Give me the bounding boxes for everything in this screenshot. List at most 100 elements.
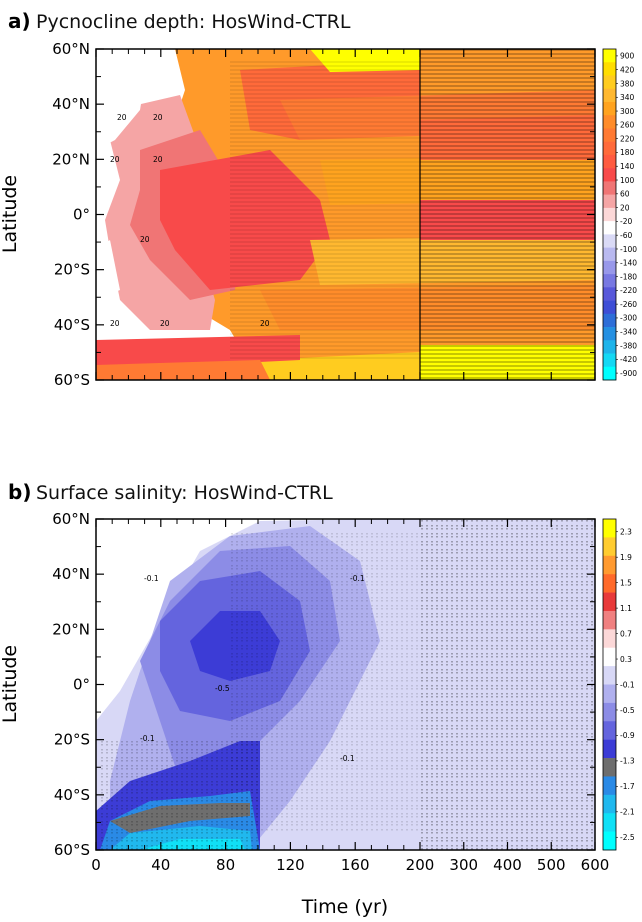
colorbar-frame bbox=[602, 48, 617, 381]
colorbar-label: -0.1 bbox=[620, 680, 635, 689]
x-tick-label: 600 bbox=[581, 856, 610, 874]
colorbar-label: 260 bbox=[620, 121, 635, 130]
colorbar-swatch bbox=[603, 247, 616, 262]
x-tick-label: 160 bbox=[341, 856, 370, 874]
contour-label: 20 bbox=[160, 319, 170, 328]
colorbar-label: -220 bbox=[620, 286, 637, 295]
colorbar-swatch bbox=[603, 758, 616, 777]
colorbar-label: 100 bbox=[620, 176, 635, 185]
colorbar-swatch bbox=[603, 194, 616, 209]
colorbar-label: -0.5 bbox=[620, 706, 635, 715]
colorbar-swatch bbox=[603, 313, 616, 328]
colorbar-swatch bbox=[603, 62, 616, 76]
colorbar-label: 1.1 bbox=[620, 604, 632, 613]
colorbar-swatch bbox=[603, 115, 616, 129]
x-tick-label: 120 bbox=[276, 856, 305, 874]
colorbar-label: -60 bbox=[620, 231, 632, 240]
colorbar-swatch bbox=[603, 739, 616, 759]
colorbar-swatch bbox=[603, 813, 616, 832]
colorbar-swatch bbox=[603, 794, 616, 814]
colorbar-label: -420 bbox=[620, 355, 637, 364]
y-tick-label: 40°S bbox=[54, 316, 90, 334]
colorbar-swatch bbox=[603, 647, 616, 667]
colorbar-swatch bbox=[603, 555, 616, 575]
colorbar-label: -900 bbox=[620, 369, 637, 378]
panel-a: a) Pycnocline depth: HosWind-CTRL bbox=[0, 9, 637, 389]
colorbar-label: 420 bbox=[620, 65, 635, 74]
y-tick-label: 0° bbox=[73, 206, 90, 224]
colorbar-label: 0.7 bbox=[620, 629, 632, 638]
colorbar-swatch bbox=[603, 128, 616, 142]
y-tick-label: 20°S bbox=[54, 261, 90, 279]
colorbar-label: 300 bbox=[620, 107, 635, 116]
contour-label: 20 bbox=[117, 113, 127, 122]
colorbar-label: -100 bbox=[620, 245, 637, 254]
colorbar-label: -20 bbox=[620, 217, 632, 226]
contour-label: -0.5 bbox=[215, 684, 230, 693]
y-tick-label: 0° bbox=[73, 676, 90, 694]
colorbar-swatch bbox=[603, 366, 616, 381]
colorbar-swatch bbox=[603, 684, 616, 704]
colorbar-swatch bbox=[603, 75, 616, 90]
colorbar-swatch bbox=[603, 592, 616, 612]
panel-a-y-axis: 60°N 40°N 20°N 0° 20°S 40°S 60°S bbox=[52, 40, 595, 389]
colorbar-swatch bbox=[603, 327, 616, 341]
colorbar-label: -1.7 bbox=[620, 782, 635, 791]
colorbar-label: 220 bbox=[620, 134, 635, 143]
colorbar-swatch bbox=[603, 274, 616, 288]
y-tick-label: 60°N bbox=[52, 40, 90, 58]
contour-label: -0.1 bbox=[140, 734, 155, 743]
colorbar-label: 380 bbox=[620, 79, 635, 88]
panel-b-ylabel: Latitude bbox=[0, 645, 21, 723]
colorbar-label: 0.3 bbox=[620, 655, 632, 664]
colorbar-label: 340 bbox=[620, 93, 635, 102]
colorbar-swatch bbox=[603, 287, 616, 301]
colorbar-swatch bbox=[603, 88, 616, 103]
colorbar-label: 140 bbox=[620, 162, 635, 171]
y-tick-label: 40°S bbox=[54, 786, 90, 804]
colorbar-label: -380 bbox=[620, 341, 637, 350]
x-tick-label: 500 bbox=[537, 856, 566, 874]
x-tick-label: 200 bbox=[406, 856, 435, 874]
colorbar-label: 1.9 bbox=[620, 553, 632, 562]
colorbar-swatch bbox=[603, 340, 616, 354]
colorbar-swatch bbox=[603, 221, 616, 235]
y-tick-label: 20°N bbox=[52, 620, 90, 638]
x-tick-label: 300 bbox=[449, 856, 478, 874]
colorbar-label: 900 bbox=[620, 52, 635, 61]
y-tick-label: 20°S bbox=[54, 731, 90, 749]
panel-b-field: -0.1 -0.1 -0.1 -0.5 -0.1 bbox=[95, 518, 596, 851]
colorbar-swatch bbox=[603, 831, 616, 851]
panel-a-x-axis bbox=[95, 49, 596, 380]
colorbar-label: -2.1 bbox=[620, 808, 635, 817]
x-tick-label: 40 bbox=[151, 856, 170, 874]
colorbar-swatch bbox=[603, 666, 616, 685]
colorbar-label: -260 bbox=[620, 300, 637, 309]
contour-label: 20 bbox=[140, 235, 150, 244]
colorbar-swatch bbox=[603, 154, 616, 169]
colorbar-label: 20 bbox=[620, 203, 630, 212]
colorbar-label: 1.5 bbox=[620, 578, 632, 587]
y-tick-label: 60°S bbox=[54, 841, 90, 859]
panel-a-title: Pycnocline depth: HosWind-CTRL bbox=[36, 11, 351, 33]
panel-a-field: 20 20 20 20 20 20 20 20 bbox=[96, 49, 595, 380]
colorbar-swatch bbox=[603, 519, 616, 538]
y-tick-label: 60°S bbox=[54, 371, 90, 389]
colorbar-label: 180 bbox=[620, 148, 635, 157]
colorbar-swatch bbox=[603, 101, 616, 116]
contour-label: -0.1 bbox=[340, 754, 355, 763]
panel-b-title: Surface salinity: HosWind-CTRL bbox=[36, 482, 333, 504]
contour-label: 20 bbox=[260, 319, 270, 328]
contour-label: 20 bbox=[153, 155, 163, 164]
panel-b-tag: b) bbox=[8, 480, 31, 504]
contour-label: 20 bbox=[110, 319, 120, 328]
panel-b-x-axis: 0 40 80 120 160 200 300 400 500 600 bbox=[91, 519, 609, 874]
colorbar-label: -1.3 bbox=[620, 757, 635, 766]
colorbar-swatch bbox=[603, 610, 616, 630]
x-tick-label: 80 bbox=[216, 856, 235, 874]
colorbar-swatch bbox=[603, 574, 616, 593]
colorbar-label: -340 bbox=[620, 328, 637, 337]
panel-a-colorbar: 900 420 380 340 300 260 220 180 140 100 60 20 -20 -60… bbox=[602, 48, 637, 381]
x-tick-label: 0 bbox=[91, 856, 101, 874]
colorbar-swatch bbox=[603, 776, 616, 796]
